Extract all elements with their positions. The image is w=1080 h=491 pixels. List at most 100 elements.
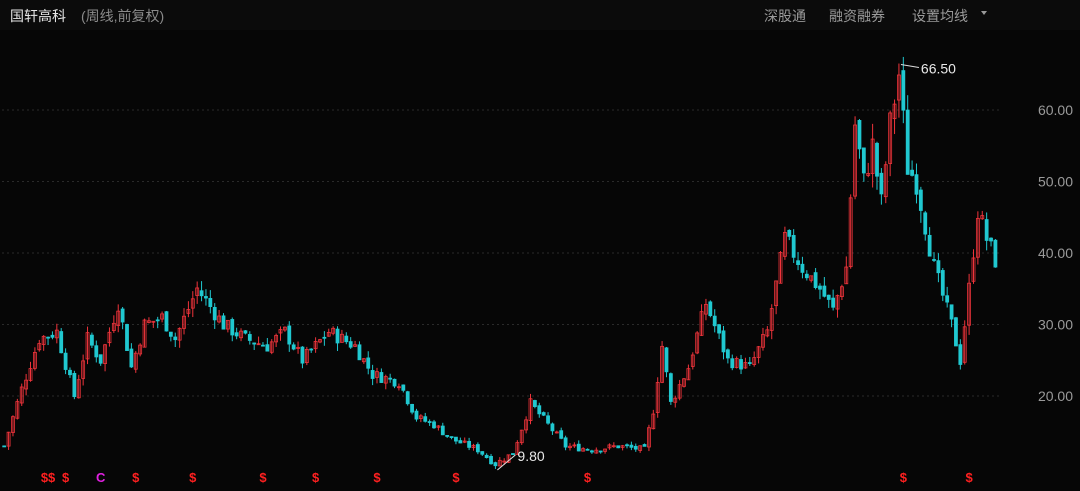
candle-body (962, 326, 967, 363)
candle-body (958, 344, 963, 365)
candle-body (392, 378, 397, 387)
caret-down-icon[interactable] (981, 11, 987, 15)
candle-body (690, 354, 695, 367)
candle-body (721, 330, 726, 353)
candle-body (252, 342, 257, 345)
candle-body (160, 313, 164, 320)
candle-body (125, 324, 129, 351)
candle-body (752, 357, 757, 365)
candle-body (927, 234, 932, 257)
candle-body (660, 345, 664, 383)
candle-body (410, 403, 414, 413)
candle-body (418, 415, 423, 419)
event-marker: $ (965, 470, 973, 485)
candle-body (28, 368, 33, 381)
candle-body (397, 386, 401, 389)
candle-body (471, 444, 476, 449)
candle-body (467, 440, 472, 448)
candle-body (313, 341, 318, 350)
candle-body (967, 282, 972, 326)
candle-body (370, 370, 375, 379)
candle-body (103, 344, 107, 364)
candle-body (563, 437, 568, 448)
candle-body (120, 308, 125, 323)
candle-body (686, 368, 691, 381)
margin-trading-link[interactable]: 融资融券 (829, 8, 885, 24)
candle-body (147, 320, 151, 323)
y-tick-label: 60.00 (1038, 102, 1073, 118)
candle-body (449, 436, 454, 438)
candle-body (791, 235, 796, 258)
candle-body (840, 286, 844, 297)
event-marker: $ (132, 470, 140, 485)
candle-body (826, 294, 831, 300)
candle-body (133, 352, 138, 370)
candle-body (804, 273, 809, 279)
event-marker: $ (189, 470, 197, 485)
candle-body (221, 315, 226, 330)
y-tick-label: 50.00 (1038, 174, 1073, 190)
candle-body (910, 169, 914, 176)
candle-body (870, 138, 875, 174)
candle-body (309, 348, 314, 351)
candle-body (440, 425, 445, 436)
candle-body (664, 347, 669, 373)
candle-body (515, 442, 520, 455)
sgt-link[interactable]: 深股通 (764, 8, 806, 24)
candle-body (923, 212, 928, 235)
candle-body (348, 341, 353, 348)
candle-body (129, 348, 134, 368)
stock-name: 国轩高科 (10, 8, 66, 24)
candle-body (353, 344, 357, 347)
candle-body (980, 215, 985, 220)
candle-body (818, 285, 822, 290)
y-tick-label: 40.00 (1038, 245, 1073, 261)
candle-body (243, 330, 248, 334)
candle-body (651, 413, 656, 430)
candle-body (712, 315, 717, 327)
candle-body (984, 219, 989, 241)
candle-body (116, 310, 121, 326)
candle-body (954, 317, 958, 347)
candle-body (199, 290, 204, 297)
event-marker: $ (452, 470, 460, 485)
candle-body (857, 120, 862, 150)
candle-body (975, 218, 980, 258)
candle-body (423, 416, 428, 422)
candle-body (247, 334, 252, 341)
candle-body (331, 327, 336, 334)
candle-body (287, 325, 292, 345)
candle-body (502, 460, 507, 463)
candle-body (32, 352, 37, 369)
candle-body (475, 444, 480, 453)
candle-body (704, 304, 708, 315)
candle-body (576, 443, 581, 452)
candle-body (81, 360, 86, 379)
candle-body (554, 431, 559, 434)
candle-body (611, 445, 616, 448)
candle-body (107, 331, 112, 344)
candle-body (642, 444, 647, 447)
ma-settings-link[interactable]: 设置均线 (912, 8, 968, 24)
candle-body (879, 172, 884, 195)
candle-body (598, 450, 603, 453)
candle-body (572, 444, 577, 447)
candle-body (138, 344, 143, 355)
candle-body (335, 328, 340, 344)
candle-body (875, 142, 879, 177)
candle-body (625, 444, 629, 447)
candle-body (809, 275, 814, 281)
candle-body (432, 421, 436, 429)
candle-body (897, 74, 901, 101)
candle-body (945, 295, 950, 303)
candle-body (63, 352, 68, 370)
candle-body (427, 421, 432, 423)
y-tick-label: 30.00 (1038, 317, 1073, 333)
candle-body (344, 335, 349, 343)
candle-body (111, 322, 116, 331)
candle-body (274, 335, 279, 343)
candle-body (195, 287, 200, 296)
candle-body (800, 263, 805, 273)
candle-body (673, 397, 678, 403)
